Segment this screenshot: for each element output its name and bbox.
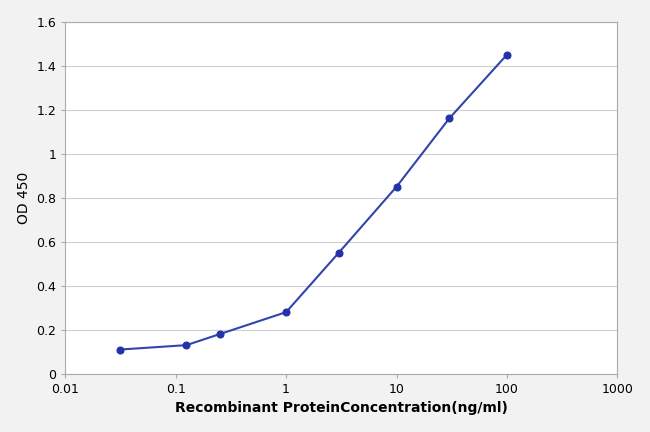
Y-axis label: OD 450: OD 450: [17, 172, 31, 224]
X-axis label: Recombinant ProteinConcentration(ng/ml): Recombinant ProteinConcentration(ng/ml): [175, 401, 508, 415]
